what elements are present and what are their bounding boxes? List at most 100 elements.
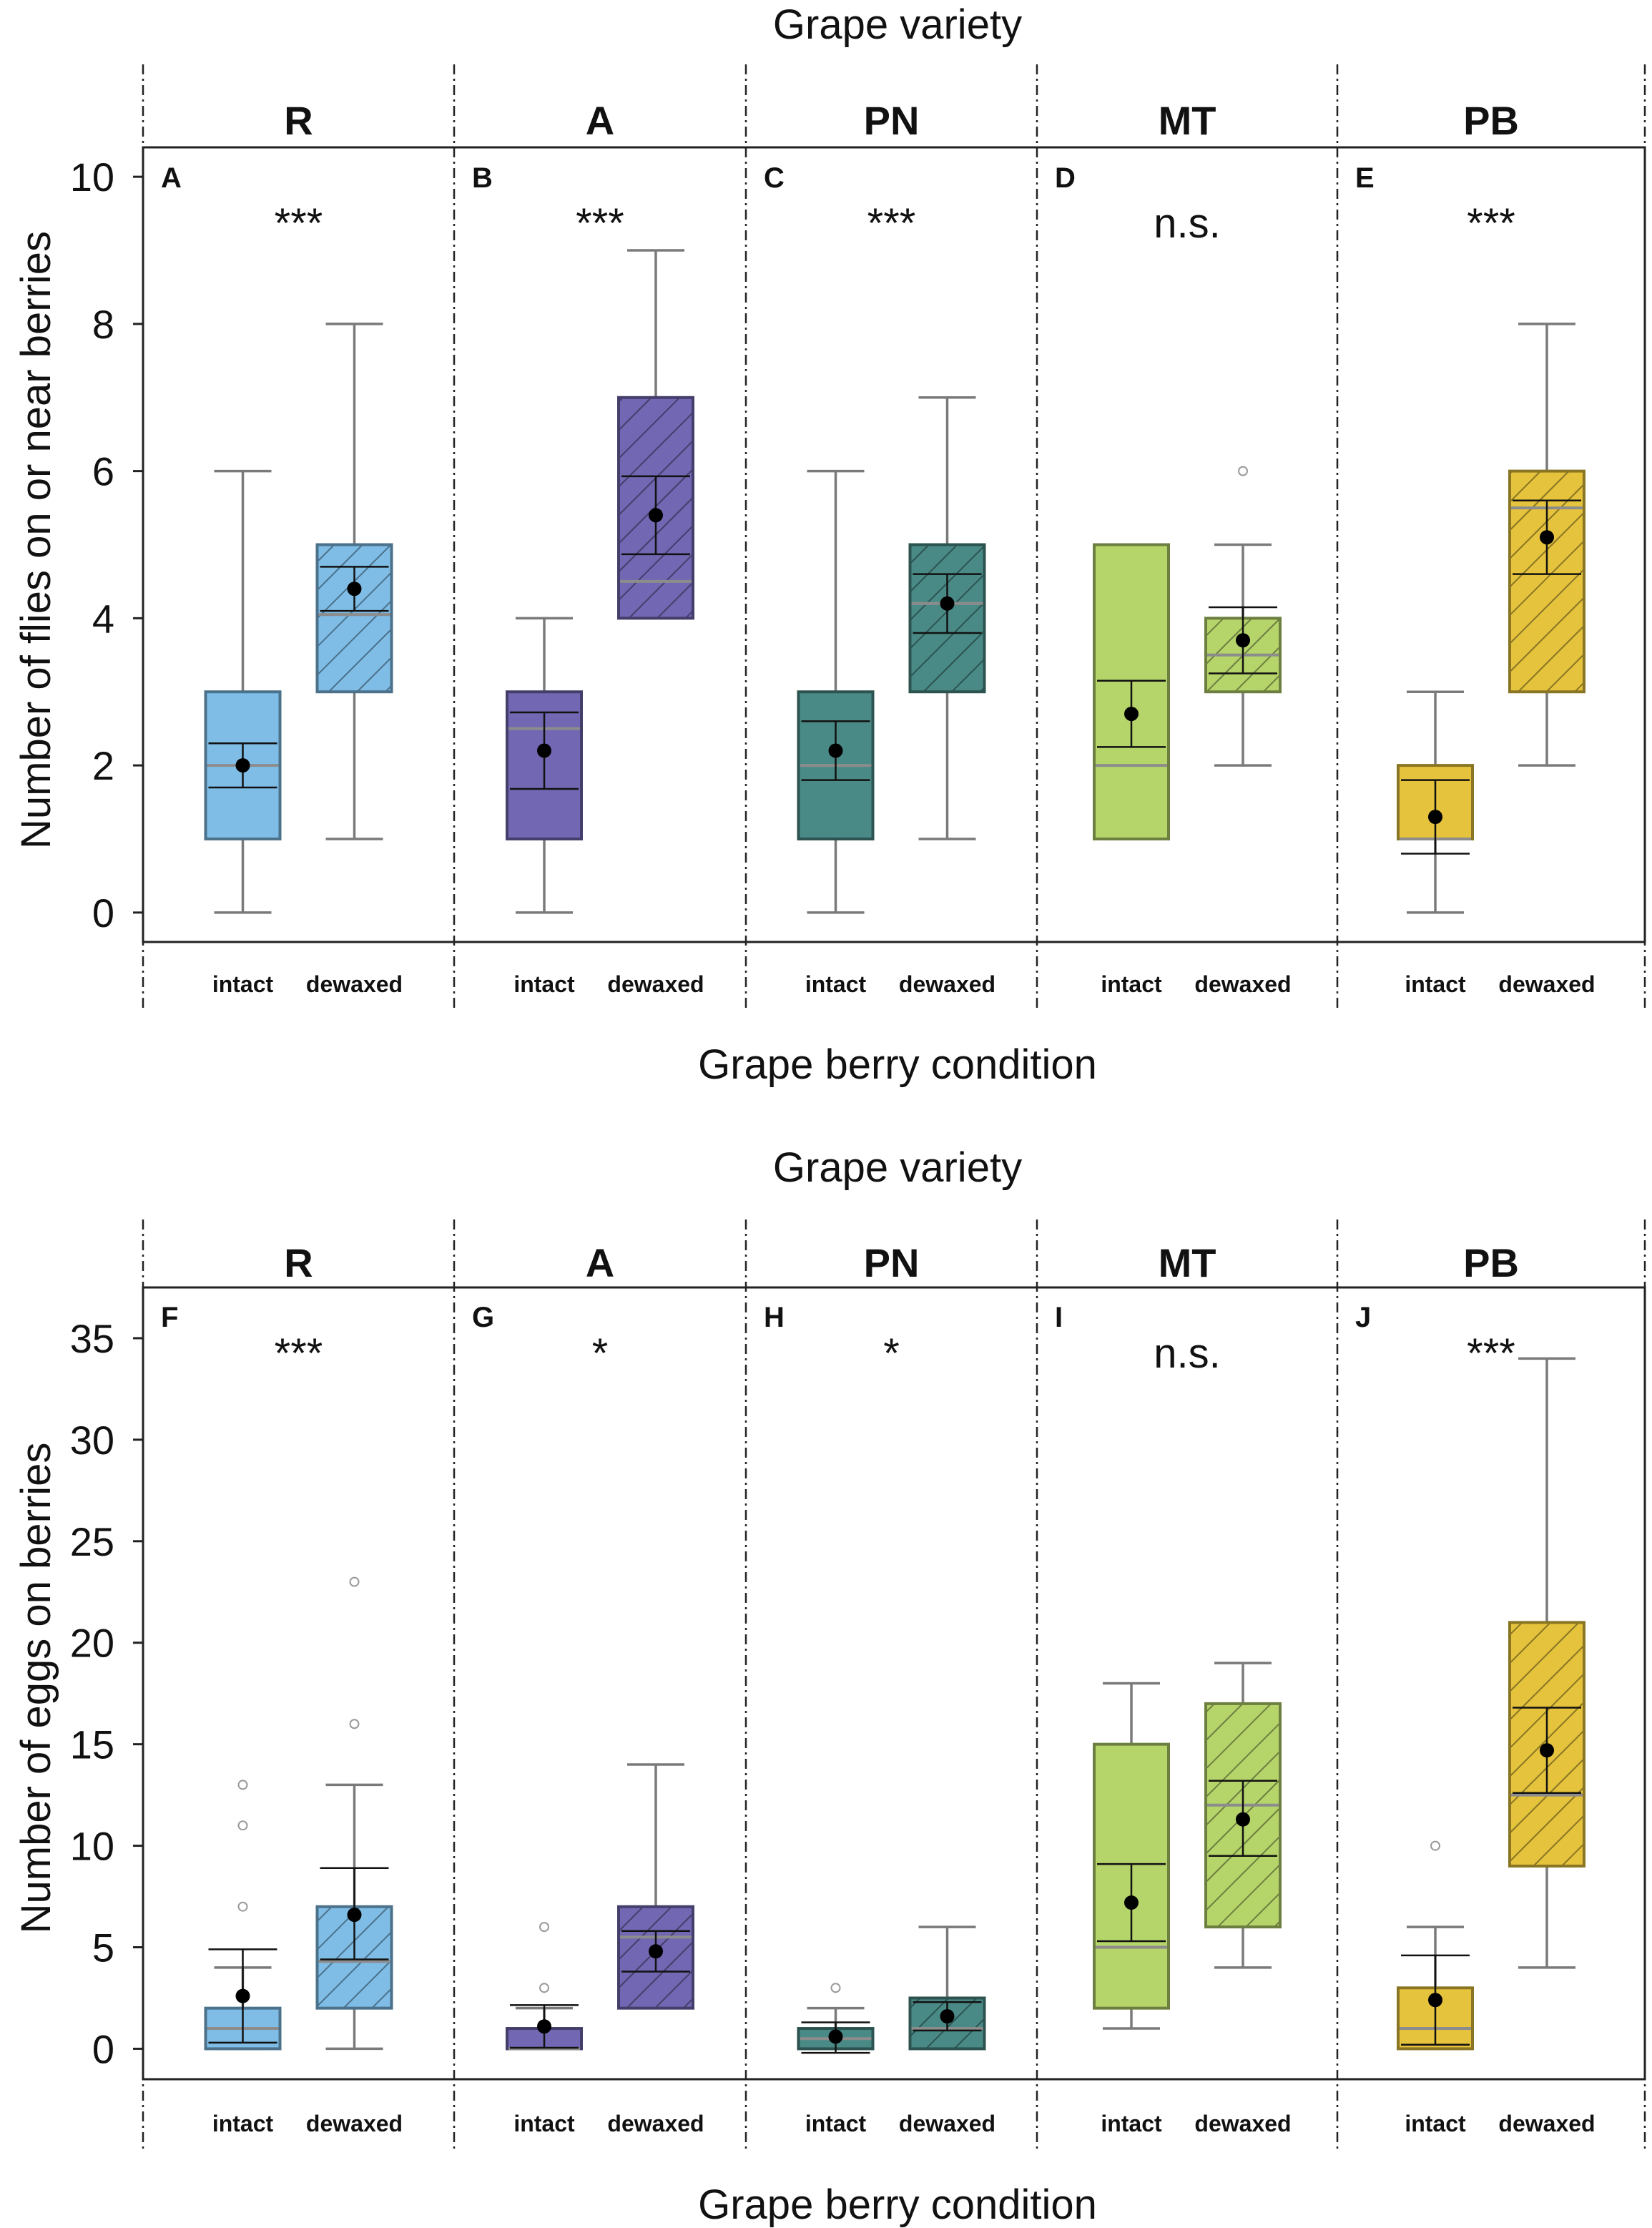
significance-label: *** (1467, 200, 1515, 247)
condition-label-dewaxed: dewaxed (1498, 2111, 1595, 2136)
mean-point (537, 2019, 551, 2034)
condition-label-dewaxed: dewaxed (607, 971, 704, 997)
y-tick-label: 30 (70, 1418, 114, 1463)
condition-label-intact: intact (805, 2111, 867, 2136)
mean-point (347, 1908, 362, 1923)
box-r-dewaxed (315, 323, 393, 840)
significance-label: * (883, 1330, 900, 1377)
mean-point (347, 581, 362, 597)
y-tick-label: 5 (92, 1925, 114, 1971)
panel-letter: D (1055, 162, 1076, 194)
box-mt-dewaxed (1204, 466, 1282, 767)
y-tick-label: 20 (70, 1621, 114, 1666)
mean-point (1124, 1895, 1139, 1910)
box-pb-intact (1397, 1840, 1474, 2051)
mean-point (828, 2029, 843, 2044)
condition-label-intact: intact (513, 971, 575, 997)
panel-letter: B (472, 162, 493, 194)
y-tick-label: 6 (92, 449, 114, 494)
mean-point (1428, 1993, 1442, 2008)
variety-label-a: A (586, 98, 614, 143)
significance-label: *** (1467, 1330, 1515, 1377)
outlier-point (539, 1983, 549, 1993)
box-mt-intact (1093, 1682, 1170, 2030)
mean-point (1124, 707, 1139, 722)
y-tick-label: 8 (92, 302, 114, 347)
significance-label: n.s. (1154, 200, 1221, 247)
condition-label-dewaxed: dewaxed (306, 971, 403, 997)
mean-point (235, 1988, 250, 2003)
top-chart-ylabel: Number of flies on or near berries (13, 231, 59, 849)
bottom-chart-title: Grape variety (773, 1144, 1022, 1191)
panel-letter: H (764, 1302, 785, 1333)
mean-point (1540, 1743, 1554, 1758)
variety-label-pn: PN (864, 1240, 920, 1285)
variety-label-r: R (284, 1240, 313, 1285)
condition-label-intact: intact (1405, 971, 1466, 997)
eggs-chart: 0 5 10 15 20 25 30 35 R F *** intact dewaxed A G * intac… (70, 1219, 1646, 2149)
condition-label-dewaxed: dewaxed (1194, 971, 1291, 997)
box-mt-dewaxed (1204, 1662, 1282, 1969)
box-a-intact (506, 1922, 583, 2051)
y-tick-label: 10 (70, 154, 114, 200)
condition-label-dewaxed: dewaxed (1498, 971, 1595, 997)
box-r-intact (204, 1780, 282, 2051)
outlier-point (349, 1719, 360, 1729)
bottom-chart-ylabel: Number of eggs on berries (13, 1443, 59, 1934)
box-pb-intact (1397, 690, 1474, 914)
box-pn-intact (797, 469, 875, 914)
condition-label-dewaxed: dewaxed (607, 2111, 704, 2136)
variety-label-pb: PB (1463, 1240, 1519, 1285)
mean-point (1540, 530, 1554, 545)
outlier-point (1430, 1840, 1440, 1851)
mean-point (649, 508, 663, 523)
outlier-point (237, 1780, 248, 1790)
panel-letter: A (161, 162, 182, 194)
box-r-intact (204, 469, 282, 914)
box-pn-dewaxed (908, 1925, 986, 2051)
condition-label-intact: intact (1101, 971, 1162, 997)
condition-label-dewaxed: dewaxed (899, 2111, 995, 2136)
mean-point (1236, 633, 1250, 648)
mean-point (1428, 810, 1442, 825)
box-pn-dewaxed (908, 396, 986, 840)
outlier-point (539, 1922, 549, 1933)
significance-label: *** (275, 1330, 323, 1377)
significance-label: *** (867, 200, 916, 247)
y-tick-label: 35 (70, 1316, 114, 1361)
box-a-intact (506, 617, 583, 914)
y-tick-label: 4 (92, 596, 114, 641)
condition-label-dewaxed: dewaxed (899, 971, 995, 997)
condition-label-intact: intact (212, 971, 274, 997)
variety-label-a: A (586, 1240, 614, 1285)
significance-label: *** (576, 200, 624, 247)
panel-letter: J (1355, 1302, 1371, 1333)
panel-letter: E (1355, 162, 1375, 194)
mean-point (235, 758, 250, 773)
panel-letter: I (1055, 1302, 1063, 1333)
significance-label: *** (275, 200, 323, 247)
variety-label-pb: PB (1463, 98, 1519, 143)
condition-label-dewaxed: dewaxed (1194, 2111, 1291, 2136)
bottom-chart-xlabel: Grape berry condition (698, 2182, 1097, 2228)
box-r-dewaxed (315, 1576, 393, 2051)
box-a-dewaxed (617, 1763, 694, 2010)
box-pb-dewaxed (1508, 323, 1585, 767)
variety-label-mt: MT (1159, 1240, 1216, 1285)
panel-letter: C (764, 162, 785, 194)
y-tick-label: 0 (92, 890, 114, 936)
box-mt-intact (1093, 543, 1170, 840)
variety-label-mt: MT (1159, 98, 1216, 143)
condition-label-intact: intact (212, 2111, 274, 2136)
top-chart-xlabel: Grape berry condition (698, 1041, 1097, 1088)
mean-point (1236, 1812, 1250, 1827)
top-chart-title: Grape variety (773, 1, 1022, 48)
y-tick-label: 2 (92, 743, 114, 788)
mean-point (940, 596, 955, 611)
outlier-point (1238, 466, 1248, 476)
mean-point (537, 743, 551, 758)
condition-label-intact: intact (513, 2111, 575, 2136)
y-tick-label: 0 (92, 2026, 114, 2071)
